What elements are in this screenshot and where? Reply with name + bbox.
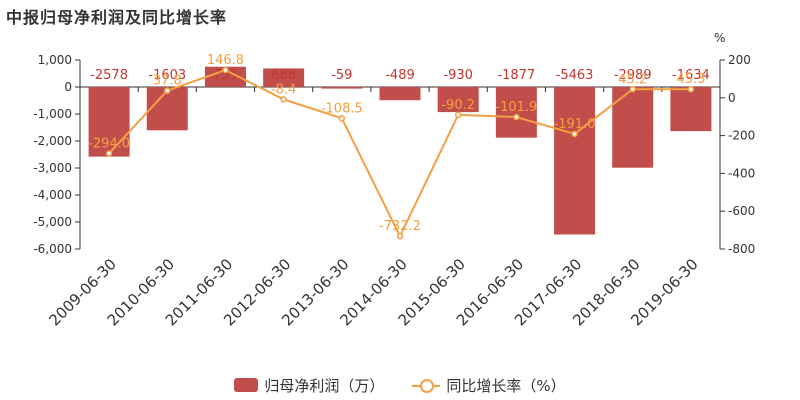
- chart-canvas: 1,000 0 -1,000 -2,000 -3,000 -4,000 -5,000 -6,0…: [33, 31, 755, 329]
- line-point: [454, 111, 462, 119]
- bar-data-label: -1634: [672, 68, 710, 83]
- bar-data-label: -930: [443, 68, 473, 83]
- legend-line-swatch: [412, 378, 441, 393]
- y-right-tick-label: -400: [728, 166, 755, 180]
- line-point: [164, 87, 171, 94]
- line-point: [629, 86, 636, 93]
- bar-data-label: 688: [271, 68, 296, 83]
- bar-data-label: -5463: [556, 68, 594, 83]
- line-data-label: -191.0: [554, 117, 596, 132]
- line-data-label: 37.8: [153, 74, 182, 89]
- bar-mark: [204, 66, 246, 87]
- bar-data-label: -1877: [497, 68, 535, 83]
- line-point: [687, 85, 695, 93]
- y-left-tick-label: 1,000: [38, 53, 72, 67]
- bar-mark: [379, 87, 421, 101]
- bar-data-label: -2989: [614, 68, 652, 83]
- bar-mark: [321, 87, 363, 89]
- line-point: [513, 113, 520, 121]
- line-data-label: -294.0: [88, 136, 130, 151]
- chart-title: 中报归母净利润及同比增长率: [6, 8, 228, 27]
- line-point: [571, 130, 578, 138]
- y-left-tick-label: -2,000: [33, 134, 72, 148]
- line-data-label: 45.2: [618, 72, 647, 87]
- legend-bar-label: 归母净利润（万）: [264, 376, 385, 395]
- y-left-tick-label: -4,000: [33, 188, 72, 202]
- bar-mark: [670, 87, 712, 132]
- legend-item-line[interactable]: 同比增长率（%）: [412, 375, 566, 396]
- bar-data-label: -59: [331, 68, 352, 83]
- line-data-label: 45.3: [676, 72, 705, 87]
- bar-mark: [146, 87, 188, 131]
- line-data-label: -101.9: [495, 100, 537, 115]
- line-data-label: -90.2: [441, 98, 475, 113]
- line-point: [338, 115, 346, 122]
- y-right-tick-label: 0: [728, 91, 736, 105]
- line-data-label: -8.4: [271, 82, 296, 97]
- bar-data-label: -1603: [148, 68, 186, 83]
- y-right-tick-label: -800: [728, 242, 755, 256]
- y-left-tick-label: 0: [64, 80, 72, 94]
- bar-mark: [554, 87, 596, 235]
- chart-legend: 归母净利润（万） 同比增长率（%）: [0, 374, 800, 396]
- legend-bar-swatch: [234, 378, 259, 392]
- line-point: [280, 96, 287, 103]
- legend-line-label: 同比增长率（%）: [446, 376, 566, 395]
- bar-mark: [437, 87, 479, 113]
- legend-item-bar[interactable]: 归母净利润（万）: [234, 375, 384, 396]
- y-right-tick-label: 200: [728, 53, 751, 67]
- line-data-label: 146.8: [207, 53, 244, 68]
- line-data-label: -732.2: [379, 219, 421, 234]
- bar-mark: [495, 87, 537, 138]
- y-left-tick-label: -6,000: [33, 242, 72, 256]
- bar-data-label: -2578: [90, 68, 128, 83]
- bar-mark: [88, 87, 130, 157]
- line-data-label: -108.5: [321, 101, 363, 116]
- y-right-unit-label: %: [714, 31, 725, 45]
- line-point: [222, 66, 229, 74]
- y-right-tick-label: -600: [728, 204, 755, 218]
- y-left-tick-label: -5,000: [33, 215, 72, 229]
- y-left-tick-label: -3,000: [33, 161, 72, 175]
- bar-mark: [263, 68, 305, 87]
- y-left-tick-label: -1,000: [33, 107, 72, 121]
- line-point: [396, 232, 404, 240]
- line-point: [105, 150, 113, 157]
- bar-data-label: -489: [385, 68, 415, 83]
- y-right-tick-label: -200: [728, 129, 755, 143]
